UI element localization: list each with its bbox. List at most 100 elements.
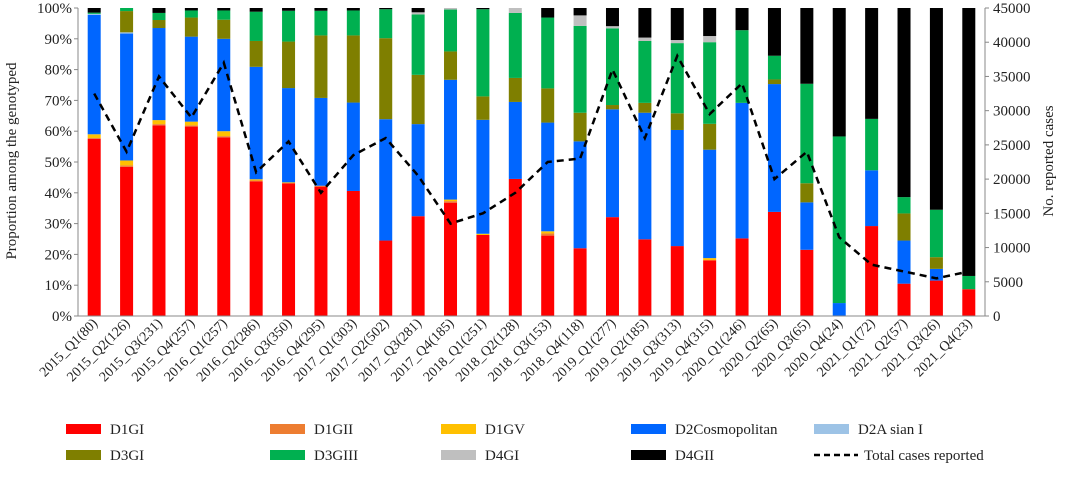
bar-d1gi-21 <box>768 212 781 316</box>
bar-d1gi-4 <box>217 137 230 316</box>
bar-d1gi-16 <box>606 217 619 316</box>
bar-d3gi-10 <box>412 75 425 124</box>
bar-d1gi-0 <box>88 139 101 316</box>
bar-d1gi-26 <box>930 281 943 316</box>
bar-d4gii-23 <box>833 8 846 136</box>
bar-d3gi-25 <box>898 213 911 240</box>
bar-d4gii-7 <box>314 8 327 11</box>
y2-tick-label: 40000 <box>993 35 1031 51</box>
bar-d3giii-1 <box>120 8 133 11</box>
legend-swatch-d3gi <box>66 450 101 460</box>
y-tick-label: 40% <box>45 186 73 202</box>
bar-d3gi-12 <box>476 96 489 119</box>
y-tick-label: 0% <box>52 309 72 325</box>
bar-d3giii-13 <box>509 13 522 78</box>
y-axis-label: Proportion among the genotyped <box>4 62 20 260</box>
bar-d1gv-14 <box>541 231 554 233</box>
legend-label-d1gi: D1GI <box>110 422 144 438</box>
bar-d1gi-15 <box>574 248 587 316</box>
bar-d1gi-10 <box>412 216 425 316</box>
bar-d3gi-17 <box>638 103 651 113</box>
bar-d3gi-8 <box>347 35 360 102</box>
bar-d1gi-25 <box>898 284 911 316</box>
bar-d2cosmopolitan-18 <box>671 130 684 246</box>
bar-d3giii-9 <box>379 9 392 38</box>
bar-d2cosmopolitan-22 <box>800 202 813 249</box>
bar-d3giii-21 <box>768 56 781 80</box>
bar-d1gi-3 <box>185 127 198 316</box>
legend-label-d3gi: D3GI <box>110 448 144 464</box>
y2-tick-label: 30000 <box>993 104 1031 120</box>
bar-d3giii-27 <box>962 276 975 289</box>
bar-d4gii-9 <box>379 8 392 9</box>
bar-d3giii-6 <box>282 11 295 42</box>
bar-d1gv-12 <box>476 234 489 235</box>
bar-d4gii-20 <box>736 8 749 30</box>
bar-d2cosmopolitan-7 <box>314 98 327 186</box>
legend-label-d1gv: D1GV <box>485 422 525 438</box>
bar-d2cosmopolitan-5 <box>250 67 263 179</box>
bar-d1gv-4 <box>217 131 230 136</box>
y-tick-label: 60% <box>45 124 73 140</box>
bar-d1gi-2 <box>152 125 165 316</box>
bar-d1gi-9 <box>379 241 392 316</box>
bar-d3gi-21 <box>768 79 781 84</box>
y2-tick-label: 25000 <box>993 138 1031 154</box>
bar-d3gi-9 <box>379 38 392 119</box>
bars-layer <box>88 8 976 316</box>
bar-d1gv-0 <box>88 134 101 138</box>
bar-d3gi-4 <box>217 20 230 39</box>
bar-d3gi-16 <box>606 105 619 109</box>
bar-d1gv-2 <box>152 120 165 124</box>
y2-tick-label: 10000 <box>993 241 1031 257</box>
bar-d1gii-2 <box>152 124 165 125</box>
y-tick-label: 70% <box>45 93 73 109</box>
bar-d4gi-18 <box>671 40 684 43</box>
bar-d1gv-6 <box>282 182 295 183</box>
bar-d2cosmopolitan-11 <box>444 80 457 200</box>
bar-d1gii-14 <box>541 233 554 235</box>
bar-d3giii-11 <box>444 10 457 52</box>
y2-tick-label: 35000 <box>993 69 1031 85</box>
bar-d4gi-15 <box>574 15 587 25</box>
bar-d2cosmopolitan-20 <box>736 103 749 239</box>
bar-d4gi-13 <box>509 8 522 13</box>
bar-d3giii-14 <box>541 18 554 89</box>
bar-d3giii-7 <box>314 11 327 36</box>
legend-swatch-d2cosmopolitan <box>631 424 666 434</box>
bar-d3gi-13 <box>509 78 522 102</box>
bar-d1gi-5 <box>250 181 263 316</box>
bar-d2cosmopolitan-16 <box>606 109 619 217</box>
legend-swatch-d1gii <box>270 424 305 434</box>
bar-d1gi-17 <box>638 239 651 316</box>
legend-swatch-d4gi <box>441 450 476 460</box>
bar-d2cosmopolitan-19 <box>703 150 716 258</box>
bar-d2cosmopolitan-13 <box>509 102 522 179</box>
bar-d2cosmopolitan-14 <box>541 123 554 232</box>
bar-d1gi-12 <box>476 235 489 316</box>
bar-d1gi-27 <box>962 289 975 316</box>
bar-d1gii-0 <box>88 138 101 139</box>
bar-d3giii-4 <box>217 10 230 19</box>
bar-d1gv-11 <box>444 200 457 202</box>
bar-d3gi-22 <box>800 183 813 202</box>
bar-d4gii-17 <box>638 8 651 38</box>
legend-label-total-cases: Total cases reported <box>864 448 984 464</box>
bar-d1gi-22 <box>800 250 813 316</box>
bar-d3giii-5 <box>250 12 263 41</box>
bar-d1gi-13 <box>509 179 522 316</box>
bar-d4gi-17 <box>638 38 651 41</box>
legend-label-d4gi: D4GI <box>485 448 519 464</box>
legend-label-d2a-sian-i: D2A sian I <box>858 422 923 438</box>
bar-d3giii-23 <box>833 136 846 303</box>
bar-d3giii-24 <box>865 119 878 170</box>
y-tick-label: 30% <box>45 217 73 233</box>
bar-d3giii-19 <box>703 42 716 124</box>
bar-d3gi-18 <box>671 113 684 130</box>
bar-d4gii-2 <box>152 8 165 13</box>
bar-d3giii-10 <box>412 14 425 74</box>
bar-d3gi-6 <box>282 42 295 89</box>
bar-d2asian-i-1 <box>120 32 133 33</box>
